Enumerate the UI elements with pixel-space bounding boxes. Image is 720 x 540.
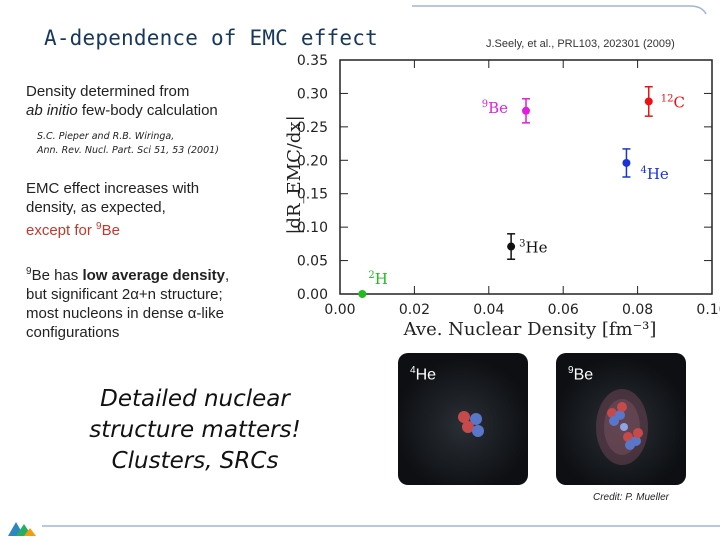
data-points: 2H 3He 9Be 4He 12C bbox=[358, 85, 685, 298]
y-tick-label: 0.25 bbox=[297, 120, 328, 136]
point-label-9Be: 9Be bbox=[482, 99, 508, 117]
he4-label-text: He bbox=[415, 366, 437, 384]
point-3He bbox=[507, 242, 516, 251]
point-label-4He: 4He bbox=[640, 165, 668, 183]
emc-line-3: except for 9Be bbox=[26, 217, 199, 240]
emc-line-2: density, as expected, bbox=[26, 199, 166, 216]
x-axis-label: Ave. Nuclear Density [fm⁻³] bbox=[403, 319, 657, 340]
conclusion-line-2: structure matters! bbox=[89, 417, 301, 443]
x-tick-label: 0.00 bbox=[324, 302, 355, 318]
pieper-citation: S.C. Pieper and R.B. Wiringa, Ann. Rev. … bbox=[37, 130, 219, 158]
ab-initio-text: ab initio bbox=[26, 102, 78, 119]
be-line-1: 9Be has low average density, bbox=[26, 262, 229, 285]
be-line-1-bold: low average density bbox=[82, 267, 225, 284]
x-tick-label: 0.08 bbox=[622, 302, 653, 318]
he4-nucleus-image: 4He bbox=[398, 353, 528, 485]
y-tick-label: 0.30 bbox=[297, 86, 328, 102]
conclusion-text: Detailed nuclear structure matters! Clus… bbox=[70, 384, 320, 477]
point-label-2H: 2H bbox=[368, 270, 387, 288]
point-12C bbox=[644, 97, 653, 106]
point-4He bbox=[622, 158, 631, 167]
y-tick-label: 0.35 bbox=[297, 53, 328, 69]
top-decorative-rule bbox=[412, 5, 707, 15]
density-line-1: Density determined from bbox=[26, 83, 190, 100]
image-credit: Credit: P. Mueller bbox=[593, 492, 669, 503]
emc-line-3-end: Be bbox=[101, 222, 120, 239]
be9-label: 9Be bbox=[568, 365, 593, 384]
conclusion-line-1: Detailed nuclear bbox=[100, 386, 290, 412]
y-tick-label: 0.10 bbox=[297, 220, 328, 236]
citation-seely: J.Seely, et al., PRL103, 202301 (2009) bbox=[486, 38, 675, 50]
x-tick-label: 0.04 bbox=[473, 302, 504, 318]
be9-nucleus-image: 9Be bbox=[556, 353, 686, 485]
plot-frame bbox=[339, 59, 713, 295]
emc-line-1: EMC effect increases with bbox=[26, 180, 200, 197]
be9-label-sup: 9 bbox=[568, 365, 574, 376]
he4-label-sup: 4 bbox=[410, 365, 416, 376]
density-line-2-rest: few-body calculation bbox=[77, 102, 218, 119]
point-9Be bbox=[522, 106, 530, 115]
density-line-2: ab initio few-body calculation bbox=[26, 101, 218, 120]
he4-nucleus-graphic bbox=[458, 411, 484, 437]
x-tick-label: 0.06 bbox=[548, 302, 579, 318]
be-line-4: configurations bbox=[26, 324, 120, 341]
be9-nucleus-graphic bbox=[596, 389, 648, 465]
pieper-line-2: Ann. Rev. Nucl. Part. Sci 51, 53 (2001) bbox=[37, 145, 219, 156]
be-sup: 9 bbox=[26, 266, 32, 277]
y-ticks: 0.00 0.05 0.10 0.15 0.20 0.25 0.30 0.35 bbox=[297, 53, 712, 303]
be-line-1-c: , bbox=[225, 267, 230, 284]
pieper-line-1: S.C. Pieper and R.B. Wiringa, bbox=[37, 131, 175, 142]
emc-line-3-sup: 9 bbox=[96, 221, 102, 232]
y-tick-label: 0.05 bbox=[297, 254, 328, 270]
bottom-decorative-rule bbox=[42, 525, 720, 527]
emc-line-3-text: except for bbox=[26, 222, 97, 239]
slide-title: A-dependence of EMC effect bbox=[44, 26, 378, 50]
be-line-2: but significant 2α+n structure; bbox=[26, 286, 223, 303]
point-label-12C: 12C bbox=[661, 93, 685, 111]
x-tick-label: 0.02 bbox=[399, 302, 430, 318]
be-line-1-a: Be has bbox=[31, 267, 83, 284]
y-tick-label: 0.15 bbox=[297, 187, 328, 203]
y-tick-label: 0.20 bbox=[297, 153, 328, 169]
be-line-3: most nucleons in dense α-like bbox=[26, 305, 224, 322]
y-axis-label: |dR_EMC/dx| bbox=[284, 115, 305, 234]
emc-density-chart: 0.000.050.100.150.200.250.300.35 0.00 0.0… bbox=[284, 53, 720, 340]
point-label-3He: 3He bbox=[519, 239, 547, 257]
x-ticks: 0.00 0.02 0.04 0.06 0.08 0.10 bbox=[324, 60, 720, 318]
y-tick-label: 0.00 bbox=[297, 287, 328, 303]
density-text: Density determined from ab initio few-bo… bbox=[26, 82, 218, 120]
he4-label: 4He bbox=[410, 365, 436, 384]
conclusion-line-3: Clusters, SRCs bbox=[111, 448, 279, 474]
institution-logo-icon bbox=[8, 522, 36, 536]
point-2H bbox=[358, 290, 367, 298]
x-tick-label: 0.10 bbox=[696, 302, 720, 318]
be-text: 9Be has low average density, but signifi… bbox=[26, 262, 229, 342]
emc-text: EMC effect increases with density, as ex… bbox=[26, 179, 199, 240]
be9-label-text: Be bbox=[573, 366, 594, 384]
